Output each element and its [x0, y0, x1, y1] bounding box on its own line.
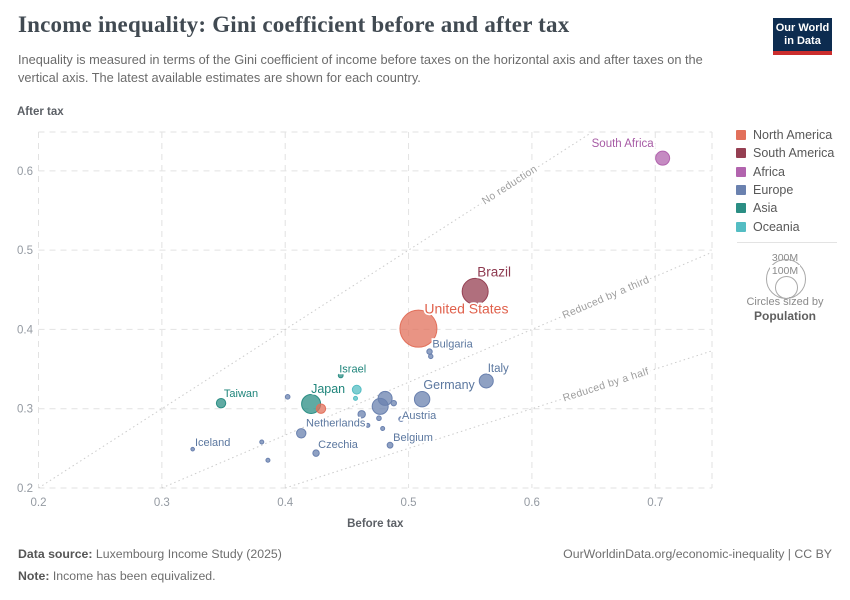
- reference-line-label: Reduced by a third: [561, 274, 652, 322]
- chart-subtitle: Inequality is measured in terms of the G…: [18, 52, 703, 85]
- data-point[interactable]: [365, 422, 371, 428]
- legend-swatch: [736, 203, 746, 214]
- data-point-germany[interactable]: [413, 390, 431, 408]
- y-tick-label: 0.6: [17, 166, 33, 178]
- x-tick-label: 0.7: [647, 497, 663, 509]
- x-tick-label: 0.5: [401, 497, 417, 509]
- legend-label: Oceania: [753, 219, 800, 234]
- data-point[interactable]: [428, 353, 434, 360]
- page-title: Income inequality: Gini coefficient befo…: [18, 12, 570, 37]
- data-point[interactable]: [390, 399, 397, 407]
- legend-item-asia[interactable]: Asia: [736, 199, 848, 217]
- legend-item-north-america[interactable]: North America: [736, 126, 848, 144]
- y-tick-label: 0.4: [17, 324, 34, 336]
- reference-line: [285, 350, 713, 489]
- data-point[interactable]: [380, 426, 386, 432]
- data-point[interactable]: [351, 384, 362, 395]
- data-point-czechia[interactable]: [312, 449, 320, 457]
- x-tick-label: 0.2: [31, 497, 47, 509]
- size-legend-100m-text: 100M: [769, 265, 801, 277]
- legend-item-europe[interactable]: Europe: [736, 181, 848, 199]
- data-point[interactable]: [376, 415, 382, 422]
- point-label-czechia: Czechia: [318, 439, 359, 451]
- point-label-netherlands: Netherlands: [306, 417, 366, 429]
- reference-line: [38, 131, 593, 489]
- owid-logo-line1: Our World: [775, 22, 830, 34]
- note-line: Note: Income has been equivalized.: [18, 569, 216, 583]
- data-source-value: Luxembourg Income Study (2025): [92, 547, 282, 561]
- legend-label: Europe: [753, 183, 794, 198]
- point-label-taiwan: Taiwan: [224, 388, 258, 400]
- data-source-label: Data source:: [18, 547, 93, 561]
- data-point-belgium[interactable]: [386, 441, 394, 449]
- data-point[interactable]: [353, 395, 359, 401]
- point-label-iceland: Iceland: [195, 437, 230, 449]
- data-point-brazil[interactable]: [461, 277, 489, 305]
- point-label-israel: Israel: [339, 363, 366, 375]
- x-axis-title: Before tax: [347, 518, 404, 530]
- legend-swatch: [736, 185, 746, 196]
- note-value: Income has been equivalized.: [49, 569, 216, 583]
- size-legend-population-label: Population: [754, 309, 816, 323]
- data-source-line: Data source: Luxembourg Income Study (20…: [18, 547, 282, 561]
- point-label-united-states: United States: [424, 301, 508, 317]
- legend-label: Asia: [753, 201, 778, 216]
- data-point-iceland[interactable]: [190, 446, 195, 452]
- data-point-italy[interactable]: [478, 373, 494, 389]
- legend-item-africa[interactable]: Africa: [736, 163, 848, 181]
- reference-line-label: No reduction: [480, 163, 540, 207]
- note-label: Note:: [18, 569, 50, 583]
- point-label-south-africa: South Africa: [592, 138, 655, 150]
- y-tick-label: 0.2: [17, 483, 33, 495]
- legend-label: Africa: [753, 164, 785, 179]
- legend-swatch: [736, 166, 746, 177]
- data-point-israel[interactable]: [337, 372, 344, 379]
- reference-line-label: Reduced by a half: [561, 365, 650, 404]
- legend-label: North America: [753, 128, 833, 143]
- legend-item-oceania[interactable]: Oceania: [736, 217, 848, 235]
- continent-legend: North America South America Africa Europe As…: [736, 126, 848, 236]
- point-label-austria: Austria: [402, 410, 437, 422]
- x-tick-label: 0.3: [154, 497, 170, 509]
- data-point[interactable]: [265, 457, 271, 463]
- legend-label: South America: [753, 146, 835, 161]
- point-label-bulgaria: Bulgaria: [432, 339, 473, 351]
- legend-swatch: [736, 221, 746, 232]
- point-label-belgium: Belgium: [393, 432, 433, 444]
- data-point-austria[interactable]: [398, 416, 405, 422]
- x-tick-label: 0.4: [277, 497, 294, 509]
- data-point-taiwan[interactable]: [215, 397, 227, 409]
- reference-line: [161, 251, 713, 489]
- legend-divider: [737, 242, 837, 243]
- x-tick-label: 0.6: [524, 497, 540, 509]
- data-point-netherlands[interactable]: [357, 410, 366, 419]
- size-legend-100m-label: 100M: [740, 265, 830, 277]
- data-point[interactable]: [377, 390, 393, 406]
- owid-logo[interactable]: Our World in Data: [773, 18, 832, 55]
- y-axis-title: After tax: [17, 106, 64, 118]
- attribution-link[interactable]: OurWorldinData.org/economic-inequality |…: [563, 547, 832, 561]
- size-legend-caption: Circles sized by: [746, 296, 824, 308]
- data-point[interactable]: [296, 428, 307, 439]
- data-point[interactable]: [259, 439, 265, 445]
- data-point-united-states[interactable]: [399, 309, 438, 348]
- legend-item-south-america[interactable]: South America: [736, 144, 848, 162]
- point-label-germany: Germany: [423, 378, 475, 392]
- y-tick-label: 0.3: [17, 404, 33, 416]
- legend-swatch: [736, 130, 746, 141]
- size-legend-small-circle: [774, 276, 798, 299]
- data-point[interactable]: [315, 403, 327, 414]
- owid-logo-line2: in Data: [784, 35, 821, 47]
- legend-swatch: [736, 148, 746, 159]
- data-point-south-africa[interactable]: [655, 150, 671, 166]
- data-point[interactable]: [284, 394, 291, 400]
- point-label-italy: Italy: [488, 363, 509, 375]
- point-label-brazil: Brazil: [477, 264, 511, 279]
- point-label-japan: Japan: [311, 382, 345, 396]
- y-tick-label: 0.5: [17, 245, 33, 257]
